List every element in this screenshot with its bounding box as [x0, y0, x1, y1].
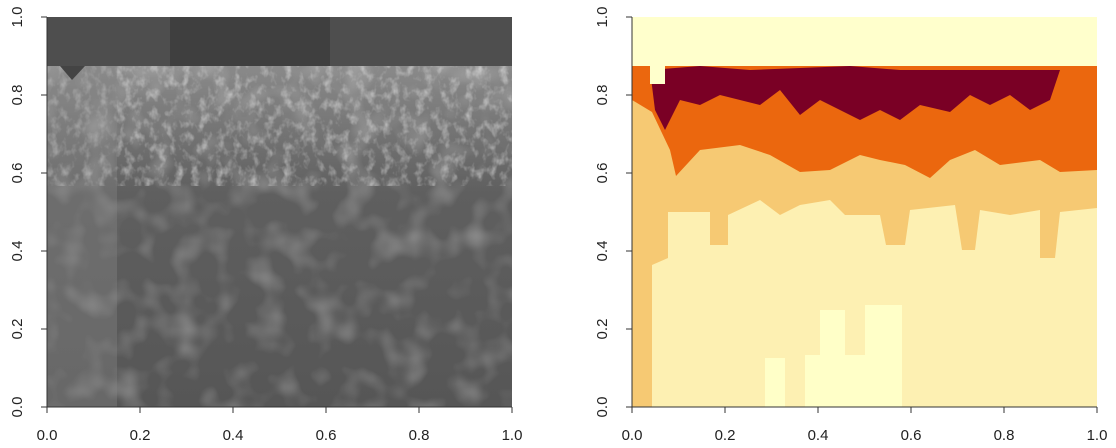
x-tick-label: 0.0 [622, 427, 643, 444]
y-tick-label: 0.8 [594, 85, 611, 106]
y-tick-label: 0.4 [594, 241, 611, 262]
x-tick-label: 1.0 [502, 427, 523, 444]
x-tick-label: 0.0 [37, 427, 58, 444]
y-tick-label: 0.8 [9, 85, 26, 106]
y-tick-label: 1.0 [9, 7, 26, 28]
y-tick-label: 0.0 [594, 397, 611, 418]
x-tick-label: 0.8 [994, 427, 1015, 444]
x-tick-label: 0.2 [715, 427, 736, 444]
y-tick-label: 0.6 [594, 163, 611, 184]
y-tick-label: 0.2 [594, 319, 611, 340]
y-tick-label: 0.4 [9, 241, 26, 262]
image-left [47, 17, 512, 407]
x-tick-label: 0.4 [223, 427, 244, 444]
y-tick-label: 0.6 [9, 163, 26, 184]
y-tick-label: 0.0 [9, 397, 26, 418]
x-tick-label: 0.2 [130, 427, 151, 444]
x-tick-label: 0.6 [901, 427, 922, 444]
x-tick-label: 0.6 [316, 427, 337, 444]
x-tick-label: 0.4 [808, 427, 829, 444]
image-right [632, 17, 1097, 407]
x-tick-label: 1.0 [1087, 427, 1108, 444]
y-tick-label: 1.0 [594, 7, 611, 28]
y-tick-label: 0.2 [9, 319, 26, 340]
x-tick-label: 0.8 [409, 427, 430, 444]
